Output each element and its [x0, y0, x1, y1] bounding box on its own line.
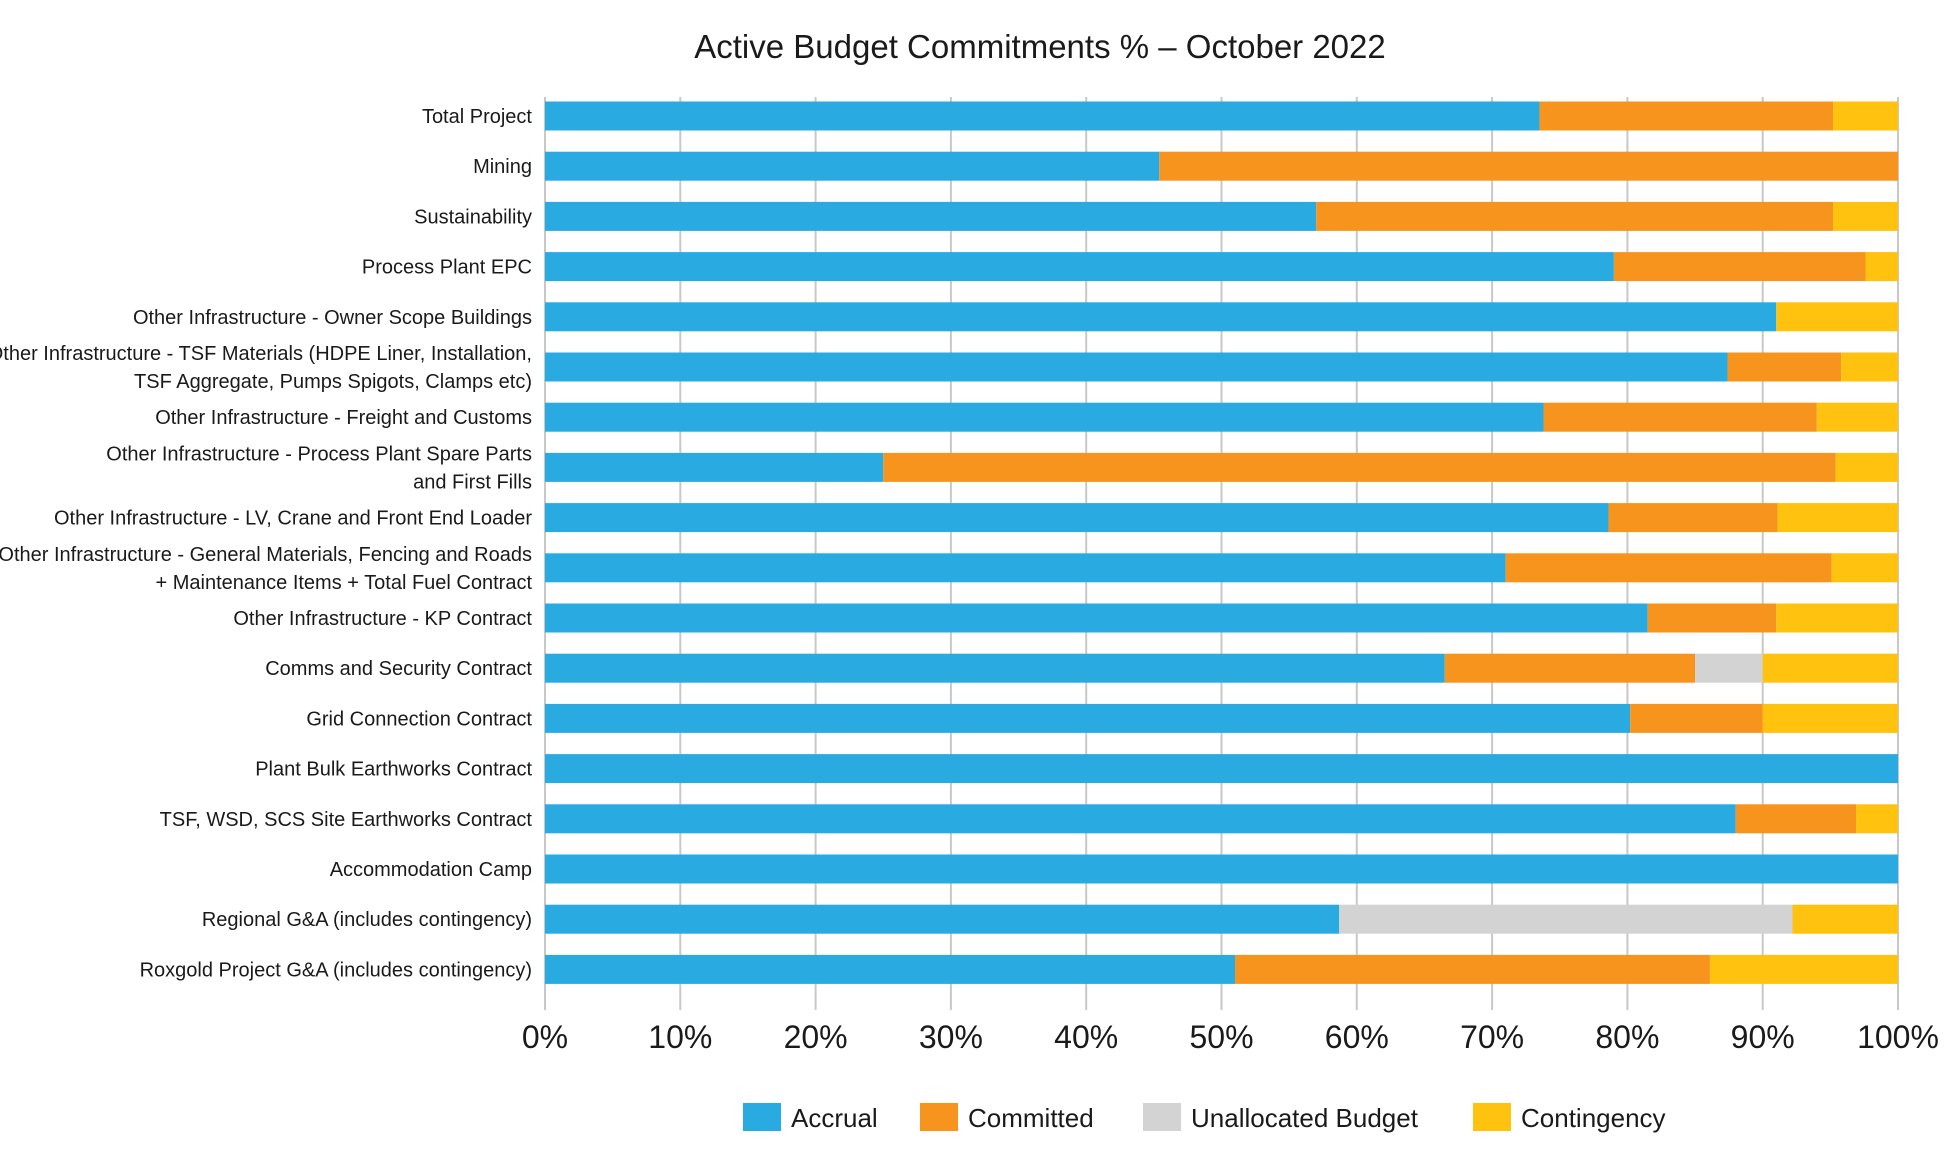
bar-segment	[1339, 904, 1793, 934]
x-tick-label: 100%	[1857, 1019, 1939, 1055]
bars	[545, 101, 1898, 984]
category-label: Comms and Security Contract	[265, 658, 532, 680]
x-tick-label: 60%	[1325, 1019, 1389, 1055]
legend-label: Committed	[968, 1103, 1094, 1133]
bar-segment	[545, 503, 1609, 533]
bar-segment	[1159, 151, 1898, 181]
category-label: Plant Bulk Earthworks Contract	[255, 759, 532, 781]
x-tick-label: 40%	[1054, 1019, 1118, 1055]
bar-segment	[545, 553, 1506, 583]
x-tick-label: 30%	[919, 1019, 983, 1055]
bar-segment	[545, 804, 1736, 834]
bar-segment	[545, 452, 884, 482]
bar-segment	[545, 352, 1728, 382]
category-label: Accommodation Camp	[330, 859, 532, 881]
x-tick-label: 70%	[1460, 1019, 1524, 1055]
bar-segment	[1316, 201, 1834, 231]
legend-item: Unallocated Budget	[1143, 1103, 1419, 1133]
x-tick-label: 0%	[522, 1019, 568, 1055]
bar-segment	[545, 101, 1540, 131]
bar-segment	[1835, 452, 1898, 482]
category-label: Other Infrastructure - TSF Materials (HD…	[0, 343, 532, 393]
bar-segment	[1776, 302, 1898, 332]
x-tick-label: 20%	[784, 1019, 848, 1055]
bar-segment	[1833, 101, 1898, 131]
bar-segment	[1235, 954, 1710, 984]
bar-segment	[1695, 653, 1763, 683]
legend-item: Committed	[920, 1103, 1094, 1133]
bar-segment	[545, 904, 1340, 934]
legend-swatch	[1473, 1103, 1511, 1131]
bar-segment	[545, 201, 1317, 231]
category-label: Other Infrastructure - General Materials…	[0, 544, 532, 594]
bar-segment	[1762, 653, 1898, 683]
bar-segment	[545, 754, 1898, 784]
legend-swatch	[920, 1103, 958, 1131]
bar-segment	[1776, 603, 1898, 633]
legend-item: Contingency	[1473, 1103, 1666, 1133]
category-label: Roxgold Project G&A (includes contingenc…	[140, 959, 532, 981]
bar-segment	[1865, 252, 1898, 282]
bar-segment	[1505, 553, 1832, 583]
category-labels: Total Project Mining Sustainability Process…	[0, 106, 532, 981]
legend-label: Contingency	[1521, 1103, 1666, 1133]
chart-title: Active Budget Commitments % – October 20…	[694, 28, 1386, 65]
bar-segment	[545, 603, 1648, 633]
category-label: Mining	[473, 156, 532, 178]
bar-segment	[1777, 503, 1898, 533]
bar-segment	[545, 653, 1445, 683]
bar-segment	[545, 854, 1898, 884]
bar-segment	[1539, 101, 1834, 131]
bar-segment	[545, 151, 1160, 181]
bar-segment	[883, 452, 1836, 482]
legend-item: Accrual	[743, 1103, 878, 1133]
x-tick-label: 50%	[1189, 1019, 1253, 1055]
bar-segment	[545, 954, 1236, 984]
legend-label: Accrual	[791, 1103, 878, 1133]
category-label: Other Infrastructure - Owner Scope Build…	[133, 307, 532, 329]
category-label: Regional G&A (includes contingency)	[202, 909, 532, 931]
bar-segment	[1613, 252, 1866, 282]
bar-segment	[545, 703, 1631, 733]
bar-segment	[1735, 804, 1857, 834]
bar-segment	[545, 402, 1544, 432]
bar-segment	[1630, 703, 1763, 733]
category-label: TSF, WSD, SCS Site Earthworks Contract	[160, 809, 533, 831]
bar-segment	[1792, 904, 1898, 934]
bar-segment	[1841, 352, 1898, 382]
category-label: Total Project	[422, 106, 532, 128]
bar-segment	[1647, 603, 1777, 633]
bar-segment	[545, 302, 1777, 332]
x-tick-label: 80%	[1595, 1019, 1659, 1055]
legend-swatch	[743, 1103, 781, 1131]
bar-segment	[1856, 804, 1898, 834]
category-label: Other Infrastructure - KP Contract	[233, 608, 532, 630]
bar-segment	[1831, 553, 1898, 583]
bar-segment	[545, 252, 1614, 282]
bar-segment	[1816, 402, 1898, 432]
category-label: Sustainability	[414, 206, 532, 228]
category-label: Process Plant EPC	[362, 257, 532, 279]
legend-swatch	[1143, 1103, 1181, 1131]
legend-label: Unallocated Budget	[1191, 1103, 1419, 1133]
legend: Accrual Committed Unallocated Budget Contin…	[743, 1103, 1666, 1133]
x-tick-label: 90%	[1731, 1019, 1795, 1055]
bar-segment	[1833, 201, 1898, 231]
bar-segment	[1727, 352, 1842, 382]
bar-segment	[1444, 653, 1696, 683]
x-axis-tick-labels: 0% 10% 20% 30% 40% 50% 60% 70% 80% 90% 100%	[522, 1019, 1939, 1055]
bar-segment	[1762, 703, 1898, 733]
category-label: Other Infrastructure - Process Plant Spa…	[106, 443, 532, 493]
bar-segment	[1608, 503, 1778, 533]
category-label: Grid Connection Contract	[306, 708, 532, 730]
x-tick-label: 10%	[648, 1019, 712, 1055]
category-label: Other Infrastructure - LV, Crane and Fro…	[54, 508, 532, 530]
bar-segment	[1709, 954, 1898, 984]
category-label: Other Infrastructure - Freight and Custo…	[155, 407, 532, 429]
bar-segment	[1543, 402, 1817, 432]
